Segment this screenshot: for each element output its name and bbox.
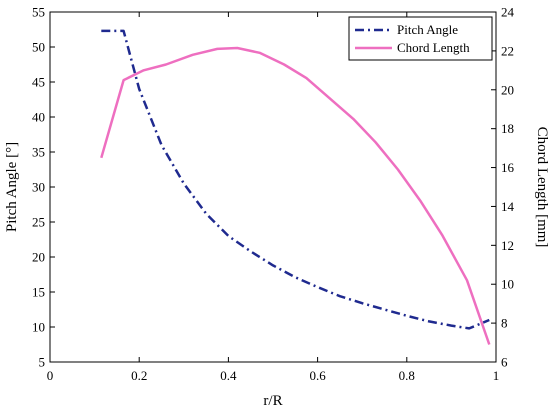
right-y-axis-ticks: 6 8 10 12 14 16 18 20 22 24	[491, 5, 515, 370]
x-tick-label: 0.6	[309, 368, 326, 383]
plot-area	[49, 11, 497, 363]
x-axis-label: r/R	[263, 393, 282, 409]
x-tick-label: 0.4	[220, 368, 237, 383]
left-y-tick-label: 25	[32, 215, 45, 230]
legend-box	[348, 16, 493, 61]
series-layer	[100, 29, 491, 345]
left-y-tick-label: 55	[32, 5, 45, 20]
x-axis-ticks: 0 0.2 0.4 0.6 0.8 1	[47, 12, 500, 383]
plot-frame	[49, 11, 497, 363]
left-y-tick-label: 45	[32, 75, 45, 90]
left-y-tick-label: 15	[32, 285, 45, 300]
left-y-axis-label: Pitch Angle [°]	[4, 142, 20, 232]
legend-label-pitch-angle: Pitch Angle	[397, 22, 458, 37]
x-tick-label: 0.8	[399, 368, 415, 383]
series-line-chord-length	[100, 46, 491, 345]
x-tick-label: 1	[493, 368, 500, 383]
left-y-tick-label: 40	[32, 110, 45, 125]
series-line-pitch-angle	[101, 29, 490, 330]
left-y-tick-label: 35	[32, 145, 45, 160]
right-y-tick-label: 18	[501, 121, 514, 136]
right-y-tick-label: 8	[501, 316, 508, 331]
right-y-tick-label: 24	[501, 5, 515, 20]
x-tick-label: 0	[47, 368, 54, 383]
left-y-tick-label: 30	[32, 180, 45, 195]
right-y-tick-label: 6	[501, 355, 508, 370]
right-y-tick-label: 16	[501, 160, 515, 175]
right-y-tick-label: 12	[501, 238, 514, 253]
right-y-axis-label: Chord Length [mm]	[534, 127, 550, 248]
legend: Pitch Angle Chord Length	[348, 16, 493, 61]
left-y-tick-label: 50	[32, 40, 45, 55]
left-y-tick-label: 20	[32, 250, 45, 265]
right-y-tick-label: 10	[501, 277, 514, 292]
left-y-tick-label: 10	[32, 320, 45, 335]
right-y-tick-label: 20	[501, 82, 514, 97]
x-tick-label: 0.2	[131, 368, 147, 383]
right-y-tick-label: 22	[501, 43, 514, 58]
right-y-tick-label: 14	[501, 199, 515, 214]
left-y-tick-label: 5	[39, 355, 46, 370]
left-y-axis-ticks: 5 10 15 20 25 30 35 40 45 50 55	[32, 5, 55, 370]
legend-label-chord-length: Chord Length	[397, 40, 470, 55]
